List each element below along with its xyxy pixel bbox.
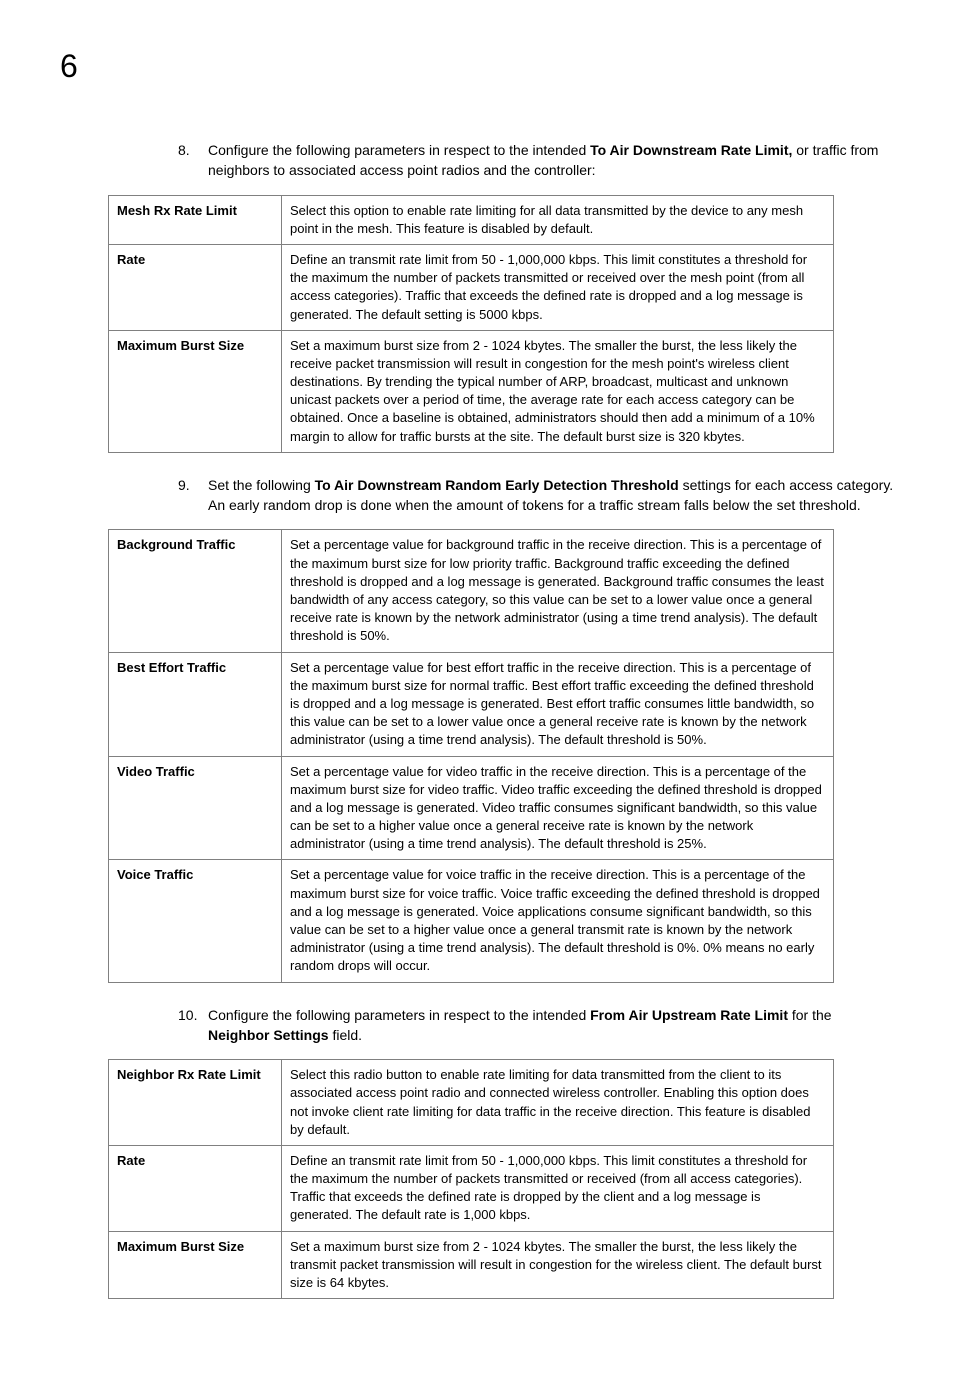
param-desc: Define an transmit rate limit from 50 - …: [282, 244, 834, 330]
table-from-air-upstream-rate-limit: Neighbor Rx Rate Limit Select this radio…: [108, 1059, 834, 1299]
param-desc: Set a percentage value for background tr…: [282, 530, 834, 652]
table-row: Neighbor Rx Rate Limit Select this radio…: [109, 1060, 834, 1146]
table-row: Maximum Burst Size Set a maximum burst s…: [109, 1231, 834, 1299]
param-desc: Select this radio button to enable rate …: [282, 1060, 834, 1146]
table-row: Mesh Rx Rate Limit Select this option to…: [109, 195, 834, 244]
param-label: Best Effort Traffic: [109, 652, 282, 756]
table-row: Video Traffic Set a percentage value for…: [109, 756, 834, 860]
step-10: 10. Configure the following parameters i…: [60, 1005, 894, 1046]
step-number: 9.: [178, 475, 190, 495]
param-label: Video Traffic: [109, 756, 282, 860]
param-label: Rate: [109, 244, 282, 330]
param-label: Rate: [109, 1145, 282, 1231]
step-text-bold2: Neighbor Settings: [208, 1027, 329, 1043]
step-text-bold: To Air Downstream Random Early Detection…: [315, 477, 679, 493]
param-label: Voice Traffic: [109, 860, 282, 982]
param-label: Neighbor Rx Rate Limit: [109, 1060, 282, 1146]
table-to-air-downstream-rate-limit: Mesh Rx Rate Limit Select this option to…: [108, 195, 834, 453]
param-desc: Define an transmit rate limit from 50 - …: [282, 1145, 834, 1231]
param-label: Maximum Burst Size: [109, 330, 282, 452]
step-9: 9. Set the following To Air Downstream R…: [60, 475, 894, 516]
param-desc: Set a percentage value for best effort t…: [282, 652, 834, 756]
table-row: Rate Define an transmit rate limit from …: [109, 1145, 834, 1231]
step-text-bold: To Air Downstream Rate Limit,: [590, 142, 792, 158]
table-row: Background Traffic Set a percentage valu…: [109, 530, 834, 652]
step-text-pre: Configure the following parameters in re…: [208, 1007, 590, 1023]
table-row: Voice Traffic Set a percentage value for…: [109, 860, 834, 982]
table-row: Best Effort Traffic Set a percentage val…: [109, 652, 834, 756]
param-label: Background Traffic: [109, 530, 282, 652]
table-early-detection-threshold: Background Traffic Set a percentage valu…: [108, 529, 834, 982]
param-label: Maximum Burst Size: [109, 1231, 282, 1299]
param-desc: Set a maximum burst size from 2 - 1024 k…: [282, 330, 834, 452]
table-row: Maximum Burst Size Set a maximum burst s…: [109, 330, 834, 452]
document-page: 6 8. Configure the following parameters …: [0, 0, 954, 1381]
step-text-post: field.: [329, 1027, 362, 1043]
page-number: 6: [60, 48, 78, 85]
param-label: Mesh Rx Rate Limit: [109, 195, 282, 244]
step-text-pre: Set the following: [208, 477, 315, 493]
param-desc: Set a percentage value for voice traffic…: [282, 860, 834, 982]
page-content: 8. Configure the following parameters in…: [60, 140, 894, 1299]
step-number: 8.: [178, 140, 190, 160]
param-desc: Set a maximum burst size from 2 - 1024 k…: [282, 1231, 834, 1299]
param-desc: Select this option to enable rate limiti…: [282, 195, 834, 244]
step-number: 10.: [178, 1005, 197, 1025]
table-row: Rate Define an transmit rate limit from …: [109, 244, 834, 330]
param-desc: Set a percentage value for video traffic…: [282, 756, 834, 860]
step-text-pre: Configure the following parameters in re…: [208, 142, 590, 158]
step-text-bold: From Air Upstream Rate Limit: [590, 1007, 788, 1023]
step-8: 8. Configure the following parameters in…: [60, 140, 894, 181]
step-text-mid: for the: [788, 1007, 832, 1023]
